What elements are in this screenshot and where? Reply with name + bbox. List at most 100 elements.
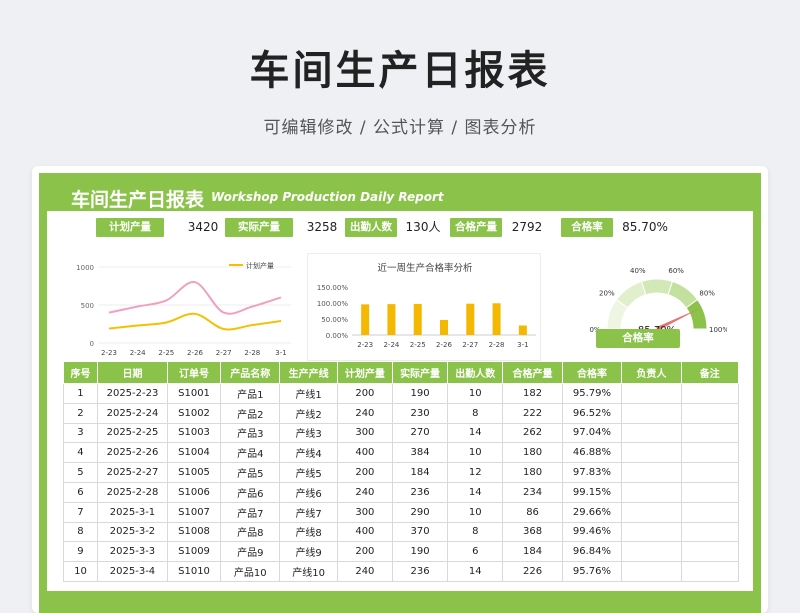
- table-cell[interactable]: S1001: [166, 383, 222, 404]
- table-cell[interactable]: S1003: [166, 422, 222, 444]
- table-cell[interactable]: 184: [502, 541, 563, 563]
- table-cell[interactable]: 产线8: [279, 521, 338, 543]
- table-cell[interactable]: [621, 521, 682, 543]
- table-cell[interactable]: 29.66%: [561, 501, 623, 523]
- table-cell[interactable]: 96.52%: [561, 402, 623, 424]
- table-cell[interactable]: [621, 383, 682, 404]
- table-cell[interactable]: 7: [63, 501, 98, 523]
- table-cell[interactable]: 10: [447, 501, 504, 523]
- table-cell[interactable]: [680, 383, 740, 404]
- table-cell[interactable]: 2025-2-23: [96, 383, 169, 404]
- table-cell[interactable]: [680, 402, 740, 424]
- table-cell[interactable]: [680, 462, 740, 483]
- table-cell[interactable]: 产线4: [279, 442, 338, 464]
- table-cell[interactable]: 200: [336, 383, 393, 404]
- table-cell[interactable]: 产品2: [220, 402, 281, 424]
- table-cell[interactable]: 产品10: [220, 561, 281, 582]
- table-cell[interactable]: 184: [391, 462, 449, 483]
- table-cell[interactable]: 2025-3-4: [96, 561, 169, 582]
- table-cell[interactable]: [621, 462, 682, 483]
- table-cell[interactable]: 182: [502, 383, 563, 404]
- table-cell[interactable]: 14: [447, 561, 504, 582]
- table-cell[interactable]: 产线10: [279, 561, 338, 582]
- table-cell[interactable]: S1010: [166, 561, 222, 582]
- table-cell[interactable]: 370: [391, 521, 449, 543]
- table-cell[interactable]: [680, 442, 740, 464]
- table-cell[interactable]: 2025-3-1: [96, 501, 169, 523]
- table-cell[interactable]: 9: [63, 541, 98, 563]
- table-cell[interactable]: [680, 561, 740, 582]
- table-cell[interactable]: 97.04%: [561, 422, 623, 444]
- table-cell[interactable]: 2025-2-25: [96, 422, 169, 444]
- table-cell[interactable]: 2025-3-2: [96, 521, 169, 543]
- table-cell[interactable]: S1002: [166, 402, 222, 424]
- table-cell[interactable]: 8: [447, 521, 504, 543]
- table-cell[interactable]: 200: [336, 462, 393, 483]
- table-cell[interactable]: 180: [502, 442, 563, 464]
- table-cell[interactable]: S1009: [166, 541, 222, 563]
- table-cell[interactable]: 96.84%: [561, 541, 623, 563]
- table-cell[interactable]: S1006: [166, 481, 222, 503]
- table-cell[interactable]: 产线9: [279, 541, 338, 563]
- table-cell[interactable]: 产品5: [220, 462, 281, 483]
- table-cell[interactable]: 368: [502, 521, 563, 543]
- table-cell[interactable]: 240: [336, 402, 393, 424]
- table-cell[interactable]: 270: [391, 422, 449, 444]
- table-cell[interactable]: [680, 481, 740, 503]
- table-cell[interactable]: S1008: [166, 521, 222, 543]
- table-cell[interactable]: 14: [447, 422, 504, 444]
- table-cell[interactable]: 95.76%: [561, 561, 623, 582]
- table-cell[interactable]: 8: [63, 521, 98, 543]
- table-cell[interactable]: [680, 521, 740, 543]
- table-cell[interactable]: 4: [63, 442, 98, 464]
- table-cell[interactable]: 95.79%: [561, 383, 623, 404]
- table-cell[interactable]: 2025-2-26: [96, 442, 169, 464]
- table-cell[interactable]: 290: [391, 501, 449, 523]
- table-cell[interactable]: 240: [336, 561, 393, 582]
- table-cell[interactable]: 3: [63, 422, 98, 444]
- table-cell[interactable]: 2025-2-24: [96, 402, 169, 424]
- table-cell[interactable]: 14: [447, 481, 504, 503]
- table-cell[interactable]: 产品4: [220, 442, 281, 464]
- table-cell[interactable]: 产品8: [220, 521, 281, 543]
- table-cell[interactable]: 262: [502, 422, 563, 444]
- table-cell[interactable]: 236: [391, 561, 449, 582]
- table-cell[interactable]: 产品7: [220, 501, 281, 523]
- table-cell[interactable]: 226: [502, 561, 563, 582]
- table-cell[interactable]: 1: [63, 383, 98, 404]
- table-cell[interactable]: 99.15%: [561, 481, 623, 503]
- table-cell[interactable]: 产线5: [279, 462, 338, 483]
- table-cell[interactable]: 190: [391, 541, 449, 563]
- table-cell[interactable]: 5: [63, 462, 98, 483]
- table-cell[interactable]: [621, 481, 682, 503]
- table-cell[interactable]: 2: [63, 402, 98, 424]
- table-cell[interactable]: 产品9: [220, 541, 281, 563]
- table-cell[interactable]: 300: [336, 501, 393, 523]
- table-cell[interactable]: 190: [391, 383, 449, 404]
- table-cell[interactable]: 99.46%: [561, 521, 623, 543]
- table-cell[interactable]: 240: [336, 481, 393, 503]
- table-cell[interactable]: 6: [63, 481, 98, 503]
- table-cell[interactable]: [621, 422, 682, 444]
- table-cell[interactable]: 384: [391, 442, 449, 464]
- table-cell[interactable]: [680, 541, 740, 563]
- table-cell[interactable]: 产线1: [279, 383, 338, 404]
- table-cell[interactable]: 300: [336, 422, 393, 444]
- table-cell[interactable]: 产品3: [220, 422, 281, 444]
- table-cell[interactable]: [680, 501, 740, 523]
- table-cell[interactable]: 180: [502, 462, 563, 483]
- table-cell[interactable]: 10: [447, 442, 504, 464]
- table-cell[interactable]: 产线6: [279, 481, 338, 503]
- table-cell[interactable]: S1007: [166, 501, 222, 523]
- table-cell[interactable]: 10: [447, 383, 504, 404]
- table-cell[interactable]: 12: [447, 462, 504, 483]
- table-cell[interactable]: S1004: [166, 442, 222, 464]
- table-cell[interactable]: 2025-3-3: [96, 541, 169, 563]
- table-cell[interactable]: 234: [502, 481, 563, 503]
- table-cell[interactable]: 222: [502, 402, 563, 424]
- table-cell[interactable]: 2025-2-27: [96, 462, 169, 483]
- table-cell[interactable]: 6: [447, 541, 504, 563]
- table-cell[interactable]: 200: [336, 541, 393, 563]
- table-cell[interactable]: 230: [391, 402, 449, 424]
- table-cell[interactable]: 产线2: [279, 402, 338, 424]
